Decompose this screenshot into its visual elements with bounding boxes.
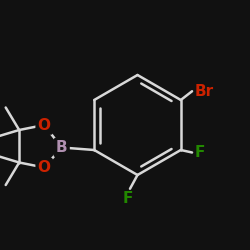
Text: B: B bbox=[56, 140, 68, 155]
Text: Br: Br bbox=[194, 84, 214, 99]
Text: O: O bbox=[38, 160, 51, 175]
Text: F: F bbox=[122, 191, 133, 206]
Text: F: F bbox=[194, 145, 205, 160]
Text: O: O bbox=[38, 118, 51, 132]
